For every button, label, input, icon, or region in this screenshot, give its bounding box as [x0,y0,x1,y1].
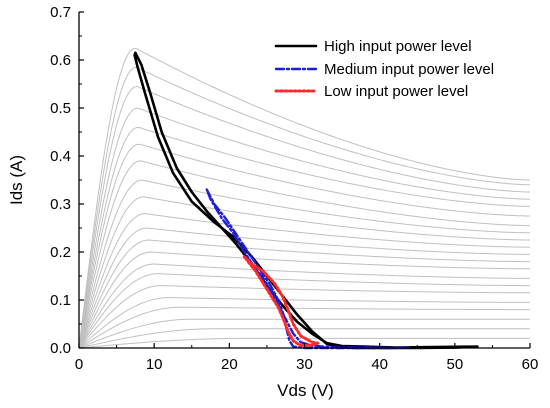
y-tick-label: 0.6 [50,52,71,69]
background-iv-curve [78,273,531,349]
y-tick-label: 0.0 [50,340,71,357]
x-tick-label: 20 [221,356,238,373]
background-iv-curve [78,47,531,349]
background-iv-curve [78,227,531,349]
background-iv-curve [78,107,531,349]
x-tick-label: 40 [371,356,388,373]
x-tick-label: 60 [522,356,539,373]
series-line-high [133,51,479,350]
y-tick-label: 0.5 [50,100,71,117]
legend-label-medium: Medium input power level [324,61,494,78]
y-tick-label: 0.2 [50,244,71,261]
background-iv-curve [78,318,530,349]
background-iv-curve [78,306,530,349]
x-tick-label: 0 [75,356,83,373]
x-axis-title: Vds (V) [277,381,334,400]
x-tick-label: 50 [446,356,463,373]
y-tick-label: 0.4 [50,148,71,165]
background-iv-curves [78,47,531,349]
background-iv-curve [78,67,531,349]
background-iv-curve [78,239,531,349]
background-iv-curve [78,297,530,349]
background-iv-curve [78,285,530,349]
y-tick-label: 0.3 [50,196,71,213]
background-iv-curve [78,126,531,349]
background-iv-curve [78,251,531,349]
background-iv-curve [78,196,531,349]
ticks-group: 0 10 20 30 40 50 60 0.0 0.1 0.2 0.3 0.4 0.5 0.6 0.7 [50,4,538,373]
series-line-medium [205,188,411,350]
y-axis-title: Ids (A) [7,155,26,205]
background-iv-curve [78,160,531,349]
background-iv-curve [78,143,531,349]
series-line-low [242,255,320,348]
y-tick-label: 0.7 [50,4,71,21]
x-tick-label: 10 [146,356,163,373]
background-iv-curve [78,263,531,349]
background-iv-curve [78,85,531,349]
x-tick-label: 30 [296,356,313,373]
y-tick-label: 0.1 [50,292,71,309]
background-iv-curve [78,179,531,349]
data-series-group [133,51,479,350]
background-iv-curve [78,213,531,349]
legend-label-low: Low input power level [324,83,468,100]
legend: High input power level Medium input power… [274,38,494,100]
legend-label-high: High input power level [324,38,472,55]
